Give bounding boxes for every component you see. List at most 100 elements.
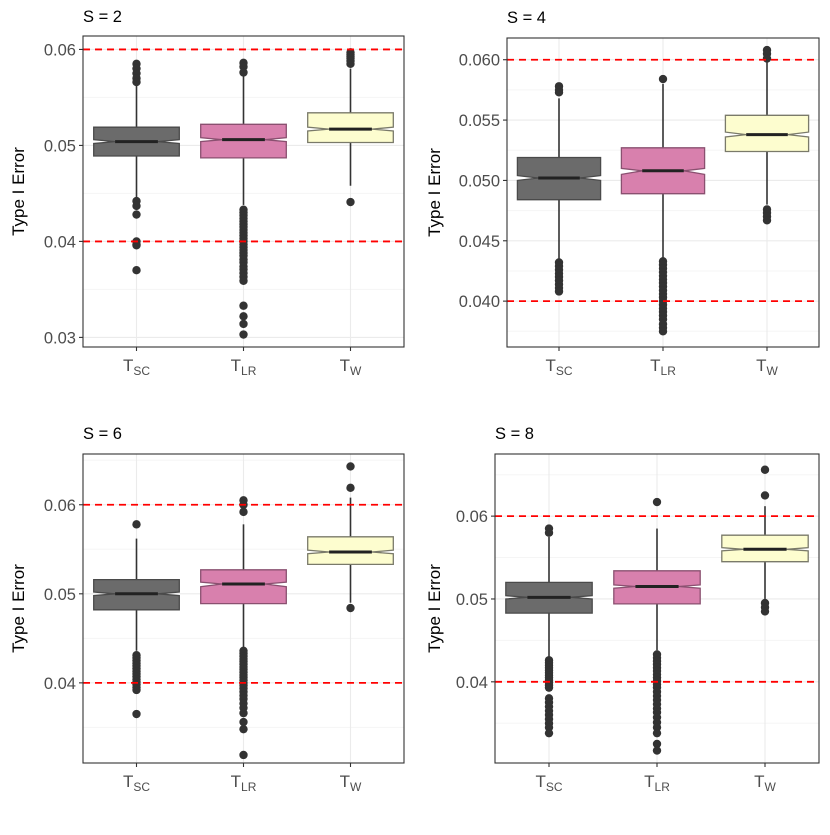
x-tick-label: TLR [650, 356, 676, 378]
y-axis-label: Type I Error [425, 148, 444, 237]
outlier-point [239, 724, 248, 734]
outlier-point [346, 462, 355, 471]
outlier-point [760, 491, 770, 500]
x-tick-label: TSC [123, 356, 150, 378]
outlier-point [762, 54, 772, 63]
outlier-point [132, 685, 141, 695]
x-tick-label: TW [340, 772, 362, 794]
outlier-point [544, 683, 554, 692]
x-tick-label: TW [756, 356, 778, 378]
x-tick-label-subscript: W [350, 364, 362, 378]
outlier-point [132, 201, 141, 211]
panel-content [83, 36, 404, 347]
y-tick-label: 0.050 [459, 172, 500, 190]
x-tick-label: TLR [231, 772, 257, 794]
outlier-point [239, 708, 248, 718]
y-tick-label: 0.04 [44, 675, 76, 693]
outlier-point [239, 330, 248, 339]
box-lr [200, 496, 287, 760]
outlier-point [760, 465, 770, 474]
x-tick-label-subscript: SC [133, 364, 150, 378]
box-w [721, 465, 809, 616]
y-tick-label: 0.04 [44, 233, 76, 251]
outlier-point [239, 717, 248, 727]
panel-title: S = 4 [507, 9, 546, 27]
outlier-point [239, 750, 248, 760]
outlier-point [544, 728, 554, 738]
x-tick-label-subscript: SC [556, 364, 573, 378]
outlier-point [239, 312, 248, 321]
x-tick-label-main: T [535, 772, 545, 791]
x-tick-label: TW [754, 772, 776, 794]
outlier-point [544, 528, 554, 537]
outlier-point [346, 59, 355, 69]
x-tick-label-main: T [545, 356, 555, 375]
panel-title: S = 8 [495, 425, 534, 443]
x-tick-label-main: T [123, 356, 133, 375]
outlier-point [132, 520, 141, 529]
y-tick-label: 0.045 [459, 233, 500, 251]
outlier-point [346, 483, 355, 493]
x-tick-label-main: T [123, 772, 133, 791]
x-tick-label-subscript: LR [241, 780, 257, 794]
outlier-point [239, 319, 248, 329]
outlier-point [132, 241, 141, 250]
outlier-point [544, 723, 554, 732]
x-tick-label: TSC [123, 772, 150, 794]
y-tick-label: 0.060 [459, 52, 500, 70]
outlier-point [239, 276, 248, 285]
outlier-point [132, 77, 141, 87]
outlier-point [658, 327, 668, 336]
panel-content [507, 38, 819, 347]
outlier-point [239, 301, 248, 310]
box-w [307, 48, 394, 207]
box-sc [93, 520, 180, 719]
outlier-point [239, 62, 248, 71]
x-tick-label-main: T [756, 356, 766, 375]
x-tick-label-main: T [340, 356, 350, 375]
x-tick-label: TSC [535, 772, 562, 794]
y-axis-label: Type I Error [9, 147, 28, 236]
y-tick-label: 0.055 [459, 112, 500, 130]
box-sc [516, 82, 602, 296]
box-sc [505, 524, 593, 738]
x-tick-label-subscript: W [767, 364, 779, 378]
outlier-point [132, 266, 141, 275]
outlier-point [132, 709, 141, 719]
box-lr [620, 74, 706, 336]
box-lr [613, 497, 701, 755]
outlier-point [554, 88, 564, 97]
x-tick-label-subscript: LR [241, 364, 257, 378]
y-tick-label: 0.03 [44, 329, 76, 347]
outlier-point [658, 74, 668, 84]
outlier-point [762, 216, 772, 225]
x-tick-label-subscript: SC [133, 780, 150, 794]
y-tick-label: 0.04 [456, 674, 488, 692]
panel-content [495, 454, 819, 763]
y-tick-label: 0.06 [456, 508, 488, 526]
x-tick-label-main: T [231, 356, 241, 375]
x-tick-label-subscript: LR [655, 780, 671, 794]
outlier-point [239, 507, 248, 517]
panel-title: S = 2 [83, 8, 122, 26]
panel-content [83, 454, 404, 763]
outlier-point [239, 68, 248, 77]
x-tick-label: TLR [231, 356, 257, 378]
panel-title: S = 6 [83, 425, 122, 443]
outlier-point [132, 210, 141, 219]
notched-box [200, 569, 287, 605]
outlier-point [652, 723, 662, 732]
box-lr [200, 58, 287, 339]
x-tick-label: TSC [545, 356, 572, 378]
x-tick-label-subscript: LR [661, 364, 677, 378]
box-w [724, 45, 810, 225]
y-tick-label: 0.05 [456, 591, 488, 609]
y-axis-label: Type I Error [9, 564, 28, 653]
x-tick-label: TLR [644, 772, 670, 794]
y-tick-label: 0.06 [44, 41, 76, 59]
outlier-point [554, 287, 564, 296]
